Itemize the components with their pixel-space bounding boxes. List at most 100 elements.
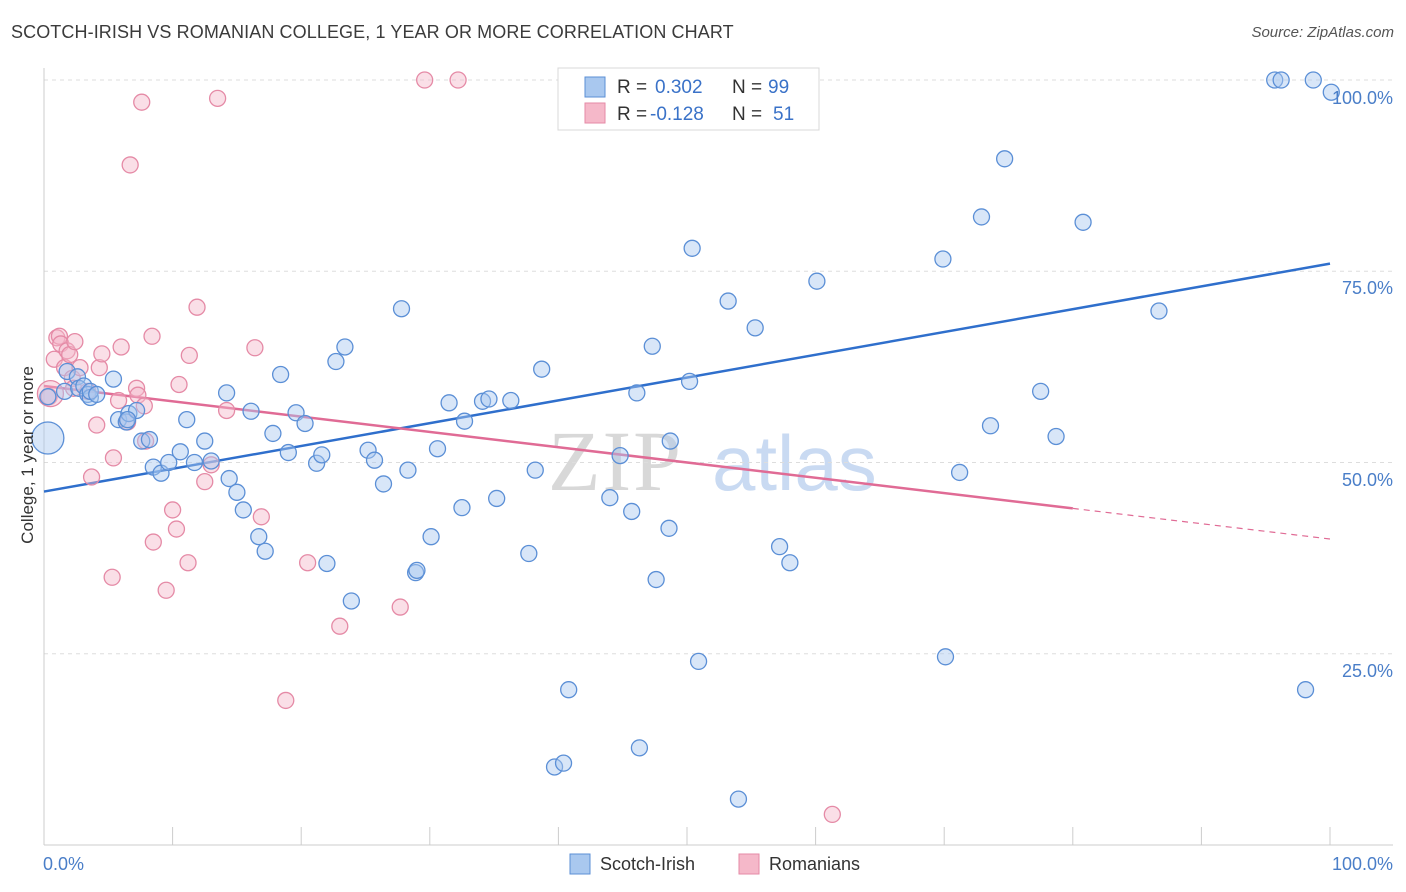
chart-source: Source: ZipAtlas.com <box>1251 24 1394 41</box>
x-tick-100: 100.0% <box>1332 854 1393 874</box>
point-scotch-irish-0 <box>39 388 57 406</box>
bottom-legend-swatch-blue <box>569 853 591 875</box>
point-scotch-irish-97 <box>1304 71 1322 89</box>
point-romanians-42 <box>252 508 270 526</box>
point-romanians-15 <box>90 358 108 377</box>
point-scotch-irish-59 <box>502 391 520 410</box>
y-tick-100: 100.0% <box>1332 88 1393 108</box>
point-scotch-irish-69 <box>628 384 646 402</box>
point-romanians-39 <box>208 89 227 108</box>
point-romanians-23 <box>127 379 146 397</box>
point-scotch-irish-80 <box>729 790 748 808</box>
point-scotch-irish-45 <box>365 451 384 469</box>
chart-title: SCOTCH-IRISH VS ROMANIAN COLLEGE, 1 YEAR… <box>11 22 734 42</box>
point-scotch-irish-62 <box>533 360 551 378</box>
point-scotch-irish-28 <box>228 483 246 501</box>
point-scotch-irish-94 <box>1150 302 1168 320</box>
point-scotch-irish-2 <box>58 362 76 381</box>
bottom-legend-swatch-pink <box>738 853 760 875</box>
point-romanians-13 <box>82 468 101 486</box>
grid-lines <box>44 79 1393 655</box>
watermark-atlas: atlas <box>712 419 877 507</box>
point-scotch-irish-25 <box>202 452 220 470</box>
point-scotch-irish-98 <box>1322 83 1340 101</box>
legend-n-value-blue: 99 <box>768 77 789 98</box>
point-scotch-irish-61 <box>526 461 544 479</box>
legend-r-value-blue: 0.302 <box>655 77 703 98</box>
point-scotch-irish-48 <box>399 461 417 479</box>
point-romanians-29 <box>144 533 162 551</box>
point-scotch-irish-66 <box>601 489 619 507</box>
point-scotch-irish-9 <box>88 385 106 404</box>
point-scotch-irish-54 <box>453 498 471 517</box>
point-scotch-irish-64 <box>554 754 573 772</box>
point-scotch-irish-42 <box>336 338 354 356</box>
point-scotch-irish-22 <box>178 411 196 429</box>
point-romanians-48 <box>449 71 467 89</box>
legend-n-label-blue: N = <box>732 77 762 98</box>
point-scotch-irish-89 <box>981 417 1000 435</box>
bottom-legend-label-romanians: Romanians <box>769 854 860 874</box>
trend-solid <box>43 384 1073 510</box>
point-romanians-10 <box>66 332 84 351</box>
legend-n-value-pink: 51 <box>773 104 794 125</box>
point-romanians-20 <box>112 338 130 356</box>
point-scotch-irish-41 <box>318 554 336 573</box>
point-romanians-28 <box>143 327 161 345</box>
point-scotch-irish-82 <box>770 538 789 556</box>
point-scotch-irish-58 <box>488 489 506 508</box>
point-scotch-irish-70 <box>630 739 649 757</box>
point-scotch-irish-29 <box>234 501 252 519</box>
point-scotch-irish-24 <box>196 432 214 450</box>
point-scotch-irish-46 <box>374 475 393 493</box>
point-romanians-17 <box>103 568 121 586</box>
axis-ticks <box>43 827 1331 845</box>
point-romanians-19 <box>109 391 128 410</box>
trend-line-romanians <box>43 384 1331 540</box>
point-scotch-irish-30 <box>242 402 260 420</box>
point-romanians-37 <box>196 472 214 491</box>
point-romanians-46 <box>391 598 409 616</box>
point-romanians-33 <box>170 375 188 394</box>
point-scotch-irish-38 <box>307 454 326 472</box>
point-scotch-irish-16 <box>118 411 137 429</box>
point-scotch-irish-77 <box>689 652 708 671</box>
axes <box>43 68 1393 846</box>
point-scotch-irish-99 <box>1296 681 1315 699</box>
point-scotch-irish-21 <box>171 443 189 461</box>
point-romanians-cluster <box>36 379 65 408</box>
y-tick-50: 50.0% <box>1342 470 1393 490</box>
point-scotch-irish-47 <box>392 300 411 318</box>
point-scotch-irish-6 <box>79 385 97 404</box>
point-scotch-irish-17 <box>140 430 159 449</box>
point-scotch-irish-cluster <box>31 421 65 455</box>
point-romanians-7 <box>61 345 79 364</box>
bottom-legend-label-scotch-irish: Scotch-Irish <box>600 854 695 874</box>
point-scotch-irish-31 <box>250 528 268 546</box>
points-romanians <box>36 71 841 824</box>
point-scotch-irish-71 <box>643 337 661 355</box>
point-scotch-irish-1 <box>55 382 74 401</box>
point-scotch-irish-96 <box>1272 71 1290 89</box>
point-romanians-25 <box>133 93 151 111</box>
point-romanians-41 <box>246 339 264 357</box>
point-scotch-irish-93 <box>1074 213 1092 231</box>
point-scotch-irish-60 <box>520 544 538 563</box>
point-romanians-14 <box>88 416 106 434</box>
point-scotch-irish-44 <box>359 441 377 459</box>
point-romanians-31 <box>163 501 182 519</box>
point-scotch-irish-63 <box>545 758 564 776</box>
point-scotch-irish-81 <box>746 319 764 337</box>
point-romanians-45 <box>331 617 349 635</box>
point-scotch-irish-53 <box>440 394 458 412</box>
point-romanians-36 <box>188 298 206 316</box>
point-scotch-irish-92 <box>1047 427 1065 446</box>
point-romanians-35 <box>180 346 198 365</box>
legend-n-label-pink: N = <box>732 104 762 125</box>
y-tick-75: 75.0% <box>1342 278 1393 298</box>
point-scotch-irish-79 <box>719 292 737 310</box>
point-romanians-47 <box>416 71 434 89</box>
point-scotch-irish-84 <box>808 272 826 290</box>
bottom-legend: Scotch-Irish Romanians <box>569 853 860 875</box>
point-romanians-34 <box>179 554 197 572</box>
